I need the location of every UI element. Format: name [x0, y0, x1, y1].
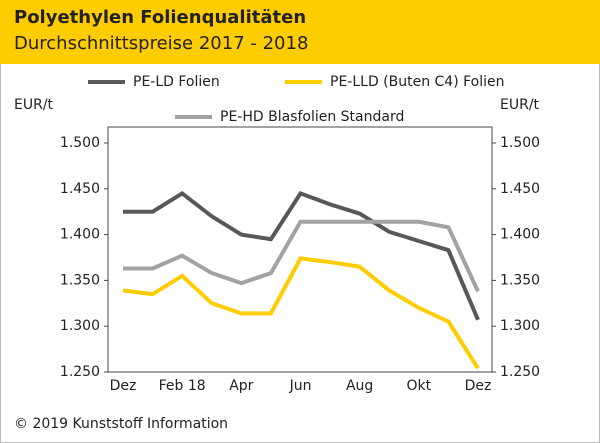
series-line	[123, 190, 480, 321]
header-band	[0, 0, 600, 64]
legend-label: PE-LLD (Buten C4) Folien	[330, 74, 505, 90]
x-tick-label: Okt	[407, 378, 432, 394]
plot-frame	[107, 126, 493, 373]
y-tick-label: 1.500	[60, 135, 100, 151]
legend-label: PE-LD Folien	[133, 74, 220, 90]
y-tick-label: 1.300	[60, 318, 100, 334]
y2-tick-label: 1.400	[500, 227, 540, 243]
y2-tick-label: 1.500	[500, 135, 540, 151]
x-tick-label: Jun	[289, 378, 312, 394]
x-tick-label: Dez	[465, 378, 492, 394]
y-axis-label: EUR/t	[14, 97, 54, 113]
y2-tick-label: 1.350	[500, 272, 540, 288]
y-tick-label: 1.400	[60, 227, 100, 243]
y2-tick-label: 1.250	[500, 364, 540, 380]
y2-axis-label: EUR/t	[500, 97, 540, 113]
x-tick-label: Apr	[229, 378, 253, 394]
x-tick-label: Feb 18	[159, 378, 206, 394]
source: © 2019 Kunststoff Information	[14, 416, 228, 432]
y2-tick-label: 1.300	[500, 318, 540, 334]
y-tick-label: 1.250	[60, 364, 100, 380]
legend-label: PE-HD Blasfolien Standard	[220, 109, 404, 125]
series-line	[123, 219, 480, 293]
y-tick-label: 1.350	[60, 272, 100, 288]
chart-title: Polyethylen Folienqualitäten	[14, 7, 306, 28]
y-tick-label: 1.450	[60, 181, 100, 197]
chart-subtitle: Durchschnittspreise 2017 - 2018	[14, 33, 308, 54]
y2-tick-label: 1.450	[500, 181, 540, 197]
x-tick-label: Dez	[110, 378, 137, 394]
x-tick-label: Aug	[346, 378, 373, 394]
series-line	[122, 256, 480, 370]
